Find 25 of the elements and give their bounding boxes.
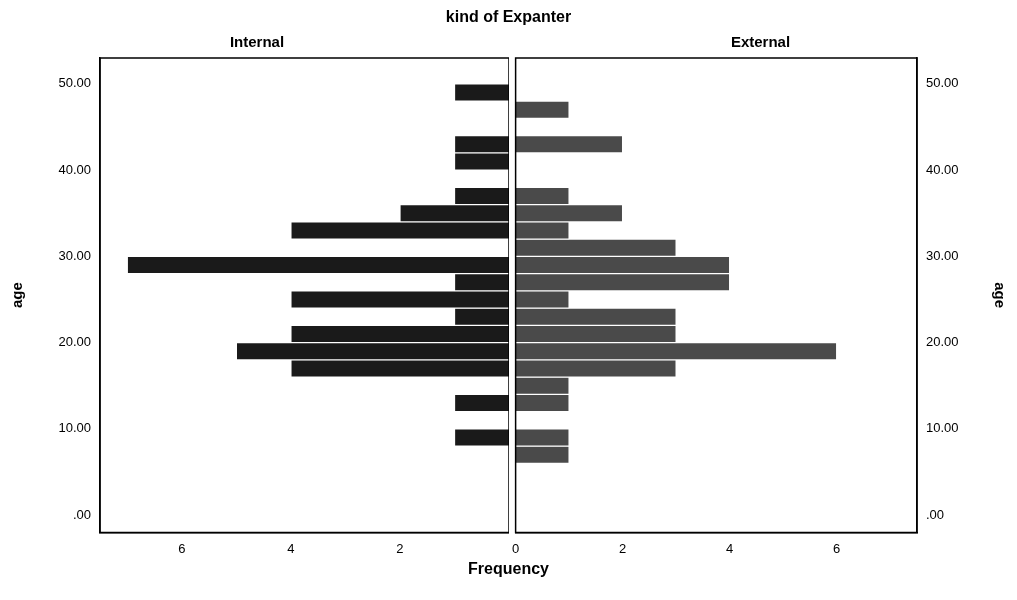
- chart-title: kind of Expanter: [444, 8, 573, 26]
- y-tick-label: .00: [926, 506, 945, 522]
- y-tick-label: 50.00: [58, 75, 91, 91]
- x-tick-label: 6: [178, 540, 186, 556]
- y-tick-label: 30.00: [58, 247, 91, 263]
- y-tick-label: 20.00: [926, 334, 959, 350]
- x-tick-label: 4: [287, 540, 295, 556]
- y-axis-title: age: [991, 282, 1009, 309]
- x-tick-label: 0: [512, 540, 520, 556]
- x-axis-title: Frequency: [467, 560, 550, 578]
- x-tick-label: 2: [619, 540, 627, 556]
- y-tick-label: 10.00: [58, 420, 91, 436]
- x-tick-label: 6: [833, 540, 841, 556]
- x-tick-label: 4: [726, 540, 734, 556]
- y-axis-title: age: [8, 282, 26, 309]
- chart-subtitle: External: [730, 33, 791, 51]
- x-tick-label: 2: [396, 540, 404, 556]
- y-tick-label: 40.00: [926, 161, 959, 177]
- y-tick-label: .00: [72, 506, 91, 522]
- y-tick-label: 30.00: [926, 247, 959, 263]
- y-tick-label: 10.00: [926, 420, 959, 436]
- y-tick-label: 40.00: [58, 161, 91, 177]
- y-tick-label: 50.00: [926, 75, 959, 91]
- y-tick-label: 20.00: [58, 334, 91, 350]
- chart-subtitle: Internal: [229, 33, 285, 51]
